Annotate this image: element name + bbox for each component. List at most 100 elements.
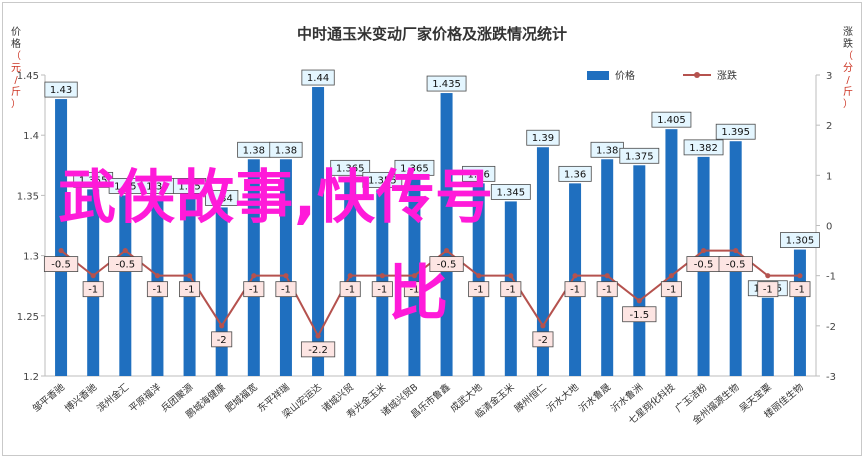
line-point	[637, 298, 642, 303]
y-axis-right-tick-label: 2	[826, 121, 832, 132]
line-data-label: -1	[763, 285, 773, 296]
line-data-label: -1	[185, 285, 195, 296]
line-point	[797, 273, 802, 278]
line-data-label: -1	[506, 285, 516, 296]
line-point	[58, 248, 63, 253]
line-data-label: -0.5	[694, 260, 714, 271]
bar	[473, 183, 485, 376]
line-point	[540, 323, 545, 328]
bar-data-label: 1.345	[496, 187, 525, 198]
bar-data-label: 1.35	[178, 181, 200, 192]
x-tick-label: 沂水大地	[544, 381, 581, 415]
chart: 中时通玉米变动厂家价格及涨跌情况统计价格（元/斤）涨跌（分/斤）1.21.251…	[3, 3, 861, 455]
y-axis-left-tick-label: 1.45	[17, 71, 39, 82]
y-axis-right-tick-label: -1	[826, 272, 836, 283]
bar	[119, 195, 131, 376]
y-axis-left-title-char: 格	[11, 37, 21, 50]
line-data-label: -1	[377, 285, 387, 296]
line-point	[187, 273, 192, 278]
bar-data-label: 1.35	[114, 181, 136, 192]
line-data-label: -0.5	[116, 260, 136, 271]
line-point	[669, 273, 674, 278]
line-data-label: -0.5	[437, 260, 457, 271]
line-point	[765, 273, 770, 278]
y-axis-right-title-char: ）	[843, 98, 853, 110]
bar-data-label: 1.36	[564, 169, 586, 180]
bar-data-label: 1.395	[721, 127, 750, 138]
line-data-label: -1	[666, 285, 676, 296]
line-data-label: -0.5	[51, 260, 71, 271]
line-data-label: -1	[602, 285, 612, 296]
line-data-label: -1	[88, 285, 98, 296]
y-axis-right-title-char: 分	[843, 62, 853, 74]
bar	[633, 165, 645, 376]
legend-line-label: 涨跌	[717, 69, 737, 82]
bar	[280, 159, 292, 376]
y-axis-left-title-char: ）	[11, 98, 21, 110]
bar-data-label: 1.36	[468, 169, 490, 180]
line-data-label: -1	[570, 285, 580, 296]
line-point	[444, 248, 449, 253]
y-axis-left-tick-label: 1.25	[17, 312, 39, 323]
line-point	[155, 273, 160, 278]
bar-data-label: 1.38	[275, 145, 297, 156]
legend-bar-label: 价格	[615, 69, 635, 82]
y-axis-left-tick-label: 1.35	[17, 191, 39, 202]
bar	[794, 250, 806, 376]
line-point	[572, 273, 577, 278]
bar-data-label: 1.382	[689, 143, 718, 154]
y-axis-left-tick-label: 1.4	[23, 131, 39, 142]
y-axis-right-title-char: 斤	[843, 86, 853, 98]
legend-bar-swatch	[587, 71, 609, 80]
line-point	[219, 323, 224, 328]
line-data-label: -1.5	[630, 310, 650, 321]
line-data-label: -2	[217, 335, 227, 346]
y-axis-right-title-char: 跌	[843, 37, 853, 50]
y-axis-left-title-char: （	[11, 50, 21, 62]
bar	[665, 129, 677, 376]
bar-data-label: 1.38	[596, 145, 618, 156]
bar-data-label: 1.355	[368, 175, 397, 186]
bar-data-label: 1.375	[625, 151, 654, 162]
line-point	[605, 273, 610, 278]
x-tick-label: 滨州金汇	[94, 381, 131, 415]
y-axis-right-tick-label: -3	[826, 372, 836, 383]
x-tick-label: 滕州恒仁	[512, 381, 549, 415]
line-data-label: -1	[345, 285, 355, 296]
line-point	[315, 333, 320, 338]
bar	[55, 99, 67, 376]
line-point	[476, 273, 481, 278]
bar	[441, 93, 453, 376]
bar-data-label: 1.34	[211, 193, 233, 204]
x-tick-label: 沂水鲁晟	[576, 381, 613, 415]
y-axis-left-tick-label: 1.3	[23, 252, 39, 263]
line-data-label: -1	[474, 285, 484, 296]
bar-data-label: 1.365	[336, 163, 365, 174]
line-data-label: -2.2	[308, 345, 328, 356]
y-axis-right-title-char: 涨	[843, 26, 853, 38]
legend-line-marker	[694, 72, 700, 78]
line-point	[508, 273, 513, 278]
x-tick-label: 肥城福宽	[223, 381, 260, 415]
x-tick-label: 博兴香驰	[62, 381, 99, 415]
line-data-label: -0.5	[726, 260, 746, 271]
y-axis-right-tick-label: 1	[826, 171, 832, 182]
x-tick-label: 平原福洋	[127, 381, 164, 415]
line-point	[91, 273, 96, 278]
y-axis-right-tick-label: -2	[826, 322, 836, 333]
line-point	[380, 273, 385, 278]
line-data-label: -1	[281, 285, 291, 296]
y-axis-left-tick-label: 1.2	[23, 372, 39, 383]
line-point	[733, 248, 738, 253]
line-data-label: -1	[409, 285, 419, 296]
bar-data-label: 1.305	[786, 236, 815, 247]
bar-data-label: 1.435	[432, 79, 461, 90]
bar-data-label: 1.43	[50, 85, 72, 96]
y-axis-right-tick-label: 0	[826, 222, 832, 233]
bar	[762, 298, 774, 376]
line-point	[251, 273, 256, 278]
bar	[601, 159, 613, 376]
line-point	[123, 248, 128, 253]
chart-title: 中时通玉米变动厂家价格及涨跌情况统计	[297, 25, 567, 43]
